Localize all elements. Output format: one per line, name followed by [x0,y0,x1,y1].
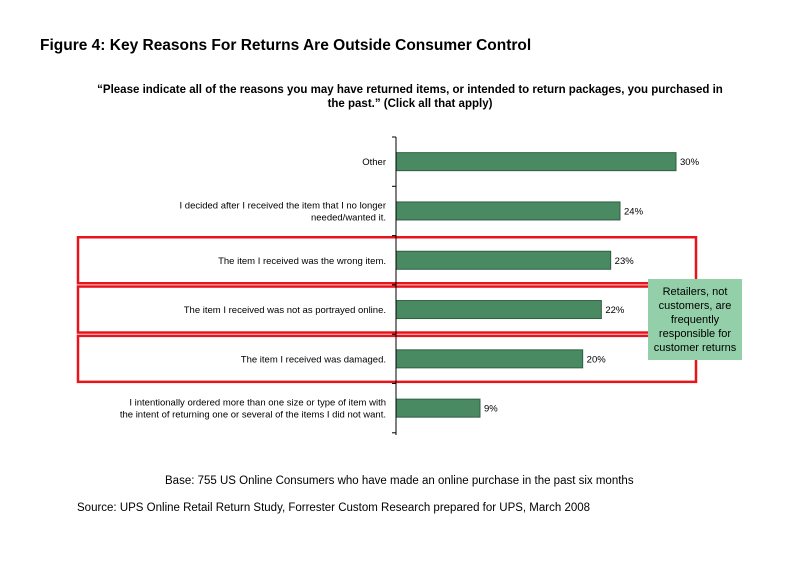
bar-value-label: 22% [605,305,625,316]
bar [395,201,621,221]
category-label: I intentionally ordered more than one si… [120,398,386,421]
highlight-box [76,236,698,285]
bar [395,349,584,369]
bar-value-label: 24% [624,206,644,217]
category-label: The item I received was damaged. [241,354,386,365]
bar [395,152,677,172]
survey-question: “Please indicate all of the reasons you … [97,84,723,110]
bar-value-label: 23% [615,256,635,267]
category-label: The item I received was the wrong item. [218,256,386,267]
category-label: I decided after I received the item that… [180,200,386,223]
callout-box: Retailers, not customers, are frequently… [648,279,742,360]
category-label: Other [362,157,386,168]
bar [395,250,612,270]
bar-value-label: 30% [680,157,700,168]
bar-value-label: 20% [587,354,607,365]
callout-text: Retailers, not customers, are frequently… [653,285,737,354]
source-note: Source: UPS Online Retail Return Study, … [77,502,591,514]
bar [395,300,602,320]
category-label: The item I received was not as portrayed… [184,305,386,316]
bar-value-label: 9% [484,404,498,415]
bar [395,398,481,418]
highlight-box [76,285,698,334]
figure-title: Figure 4: Key Reasons For Returns Are Ou… [40,37,532,54]
base-note: Base: 755 US Online Consumers who have m… [165,475,634,487]
